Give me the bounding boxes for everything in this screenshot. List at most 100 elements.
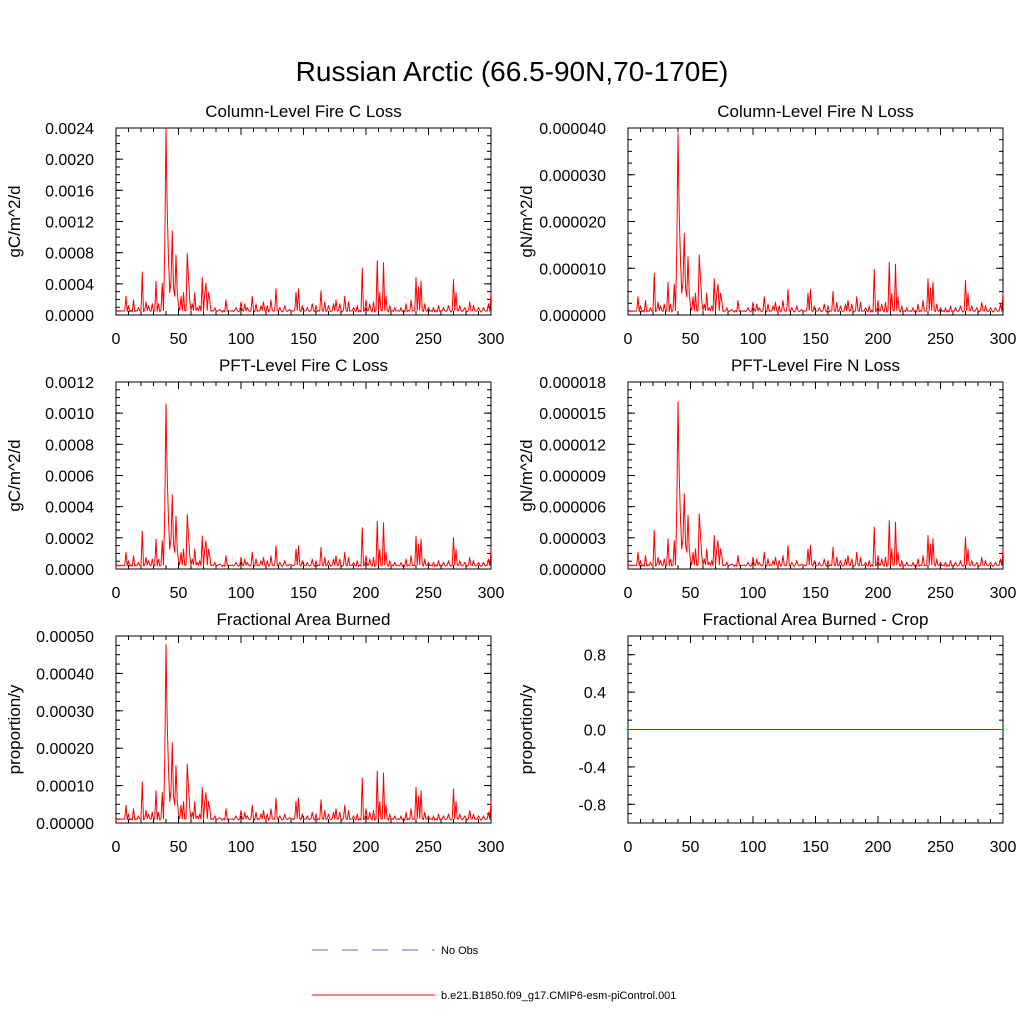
x-tick-label: 250	[415, 839, 442, 856]
y-axis-label: gN/m^2/d	[517, 185, 536, 257]
plot-frame	[115, 635, 492, 824]
x-tick-label: 0	[624, 585, 633, 602]
x-tick-label: 250	[927, 839, 954, 856]
y-tick-label: 0.000018	[539, 375, 606, 392]
y-tick-label: 0.000030	[539, 168, 606, 185]
chart-panel-5: Fractional Area Burned proportion/y 0 50 100…	[5, 610, 504, 856]
x-tick-label: 200	[353, 331, 380, 348]
y-tick-label: 0.0012	[45, 215, 94, 232]
y-axis-label: gC/m^2/d	[5, 185, 24, 257]
x-tick-label: 150	[290, 839, 317, 856]
y-tick-label: 0.0016	[45, 183, 94, 200]
x-tick-label: 200	[865, 585, 892, 602]
x-tick-label: 300	[990, 331, 1017, 348]
plot-frame	[627, 127, 1004, 316]
y-tick-label: 0.000000	[539, 308, 606, 325]
y-tick-label: 0.00000	[36, 816, 94, 833]
model-series-line	[115, 643, 492, 821]
x-tick-label: 300	[478, 839, 505, 856]
y-tick-label: 0.8	[584, 648, 606, 665]
x-tick-label: 100	[740, 331, 767, 348]
chart-panel-6: Fractional Area Burned - Crop proportion/…	[517, 610, 1016, 856]
y-tick-label: 0.0004	[45, 277, 94, 294]
y-axis-label: proportion/y	[5, 684, 24, 774]
panels-group: Column-Level Fire C Loss gC/m^2/d 0 50 100 15…	[5, 102, 1016, 856]
chart-panel-4: PFT-Level Fire N Loss gN/m^2/d 0 50 100 150 20…	[517, 356, 1016, 602]
x-tick-label: 300	[990, 585, 1017, 602]
y-tick-label: 0.0024	[45, 121, 94, 138]
x-tick-label: 50	[682, 331, 700, 348]
x-tick-label: 0	[112, 839, 121, 856]
x-tick-label: 0	[112, 331, 121, 348]
y-axis-label: proportion/y	[517, 684, 536, 774]
y-tick-label: -0.4	[578, 760, 606, 777]
y-axis-label: gC/m^2/d	[5, 439, 24, 511]
x-tick-label: 250	[415, 331, 442, 348]
model-series-line	[627, 401, 1004, 567]
y-tick-label: 0.000010	[539, 261, 606, 278]
y-tick-label: 0.00020	[36, 741, 94, 758]
chart-panel-3: PFT-Level Fire C Loss gC/m^2/d 0 50 100 150 20…	[5, 356, 504, 602]
legend-model-label: b.e21.B1850.f09_g17.CMIP6-esm-piControl.…	[441, 990, 676, 1002]
y-tick-label: 0.000006	[539, 500, 606, 517]
y-tick-label: 0.000020	[539, 215, 606, 232]
y-tick-label: 0.00010	[36, 779, 94, 796]
panel-title: Column-Level Fire C Loss	[205, 102, 402, 121]
y-tick-label: 0.00030	[36, 704, 94, 721]
x-tick-label: 50	[682, 585, 700, 602]
y-tick-label: 0.0002	[45, 531, 94, 548]
y-tick-label: 0.0000	[45, 562, 94, 579]
y-tick-label: 0.0000	[45, 308, 94, 325]
legend-obs-label: No Obs	[441, 945, 479, 957]
figure-title: Russian Arctic (66.5-90N,70-170E)	[296, 56, 729, 87]
panel-title: Fractional Area Burned	[217, 610, 391, 629]
x-tick-label: 200	[865, 331, 892, 348]
x-tick-label: 150	[290, 585, 317, 602]
y-tick-label: 0.0008	[45, 437, 94, 454]
legend: No Obs b.e21.B1850.f09_g17.CMIP6-esm-piC…	[312, 945, 676, 1002]
x-tick-label: 100	[228, 839, 255, 856]
y-tick-label: 0.00040	[36, 666, 94, 683]
x-tick-label: 200	[353, 585, 380, 602]
y-tick-label: 0.0006	[45, 469, 94, 486]
plot-frame	[115, 381, 492, 570]
x-tick-label: 300	[990, 839, 1017, 856]
x-tick-label: 150	[802, 839, 829, 856]
model-series-line	[115, 403, 492, 568]
x-tick-label: 250	[927, 331, 954, 348]
y-tick-label: 0.000009	[539, 469, 606, 486]
y-tick-label: 0.000000	[539, 562, 606, 579]
x-tick-label: 150	[802, 331, 829, 348]
x-tick-label: 200	[353, 839, 380, 856]
x-tick-label: 0	[624, 331, 633, 348]
panel-title: Fractional Area Burned - Crop	[703, 610, 929, 629]
x-tick-label: 100	[228, 585, 255, 602]
x-tick-label: 250	[415, 585, 442, 602]
y-tick-label: -0.8	[578, 797, 606, 814]
y-tick-label: 0.0	[584, 723, 606, 740]
x-tick-label: 150	[802, 585, 829, 602]
y-tick-label: 0.0004	[45, 500, 94, 517]
panel-title: Column-Level Fire N Loss	[717, 102, 914, 121]
x-tick-label: 0	[112, 585, 121, 602]
y-axis-label: gN/m^2/d	[517, 439, 536, 511]
x-tick-label: 100	[228, 331, 255, 348]
x-tick-label: 50	[170, 331, 188, 348]
x-tick-label: 50	[170, 839, 188, 856]
x-tick-label: 250	[927, 585, 954, 602]
x-tick-label: 100	[740, 585, 767, 602]
x-tick-label: 300	[478, 331, 505, 348]
y-tick-label: 0.000015	[539, 406, 606, 423]
plot-frame	[115, 127, 492, 316]
y-tick-label: 0.000012	[539, 437, 606, 454]
y-tick-label: 0.0010	[45, 406, 94, 423]
y-tick-label: 0.00050	[36, 629, 94, 646]
model-series-line	[627, 132, 1004, 313]
x-tick-label: 200	[865, 839, 892, 856]
y-tick-label: 0.000003	[539, 531, 606, 548]
x-tick-label: 100	[740, 839, 767, 856]
x-tick-label: 0	[624, 839, 633, 856]
chart-panel-2: Column-Level Fire N Loss gN/m^2/d 0 50 100 15…	[517, 102, 1016, 348]
model-series-line	[115, 127, 492, 313]
chart-panel-1: Column-Level Fire C Loss gC/m^2/d 0 50 100 15…	[5, 102, 504, 348]
